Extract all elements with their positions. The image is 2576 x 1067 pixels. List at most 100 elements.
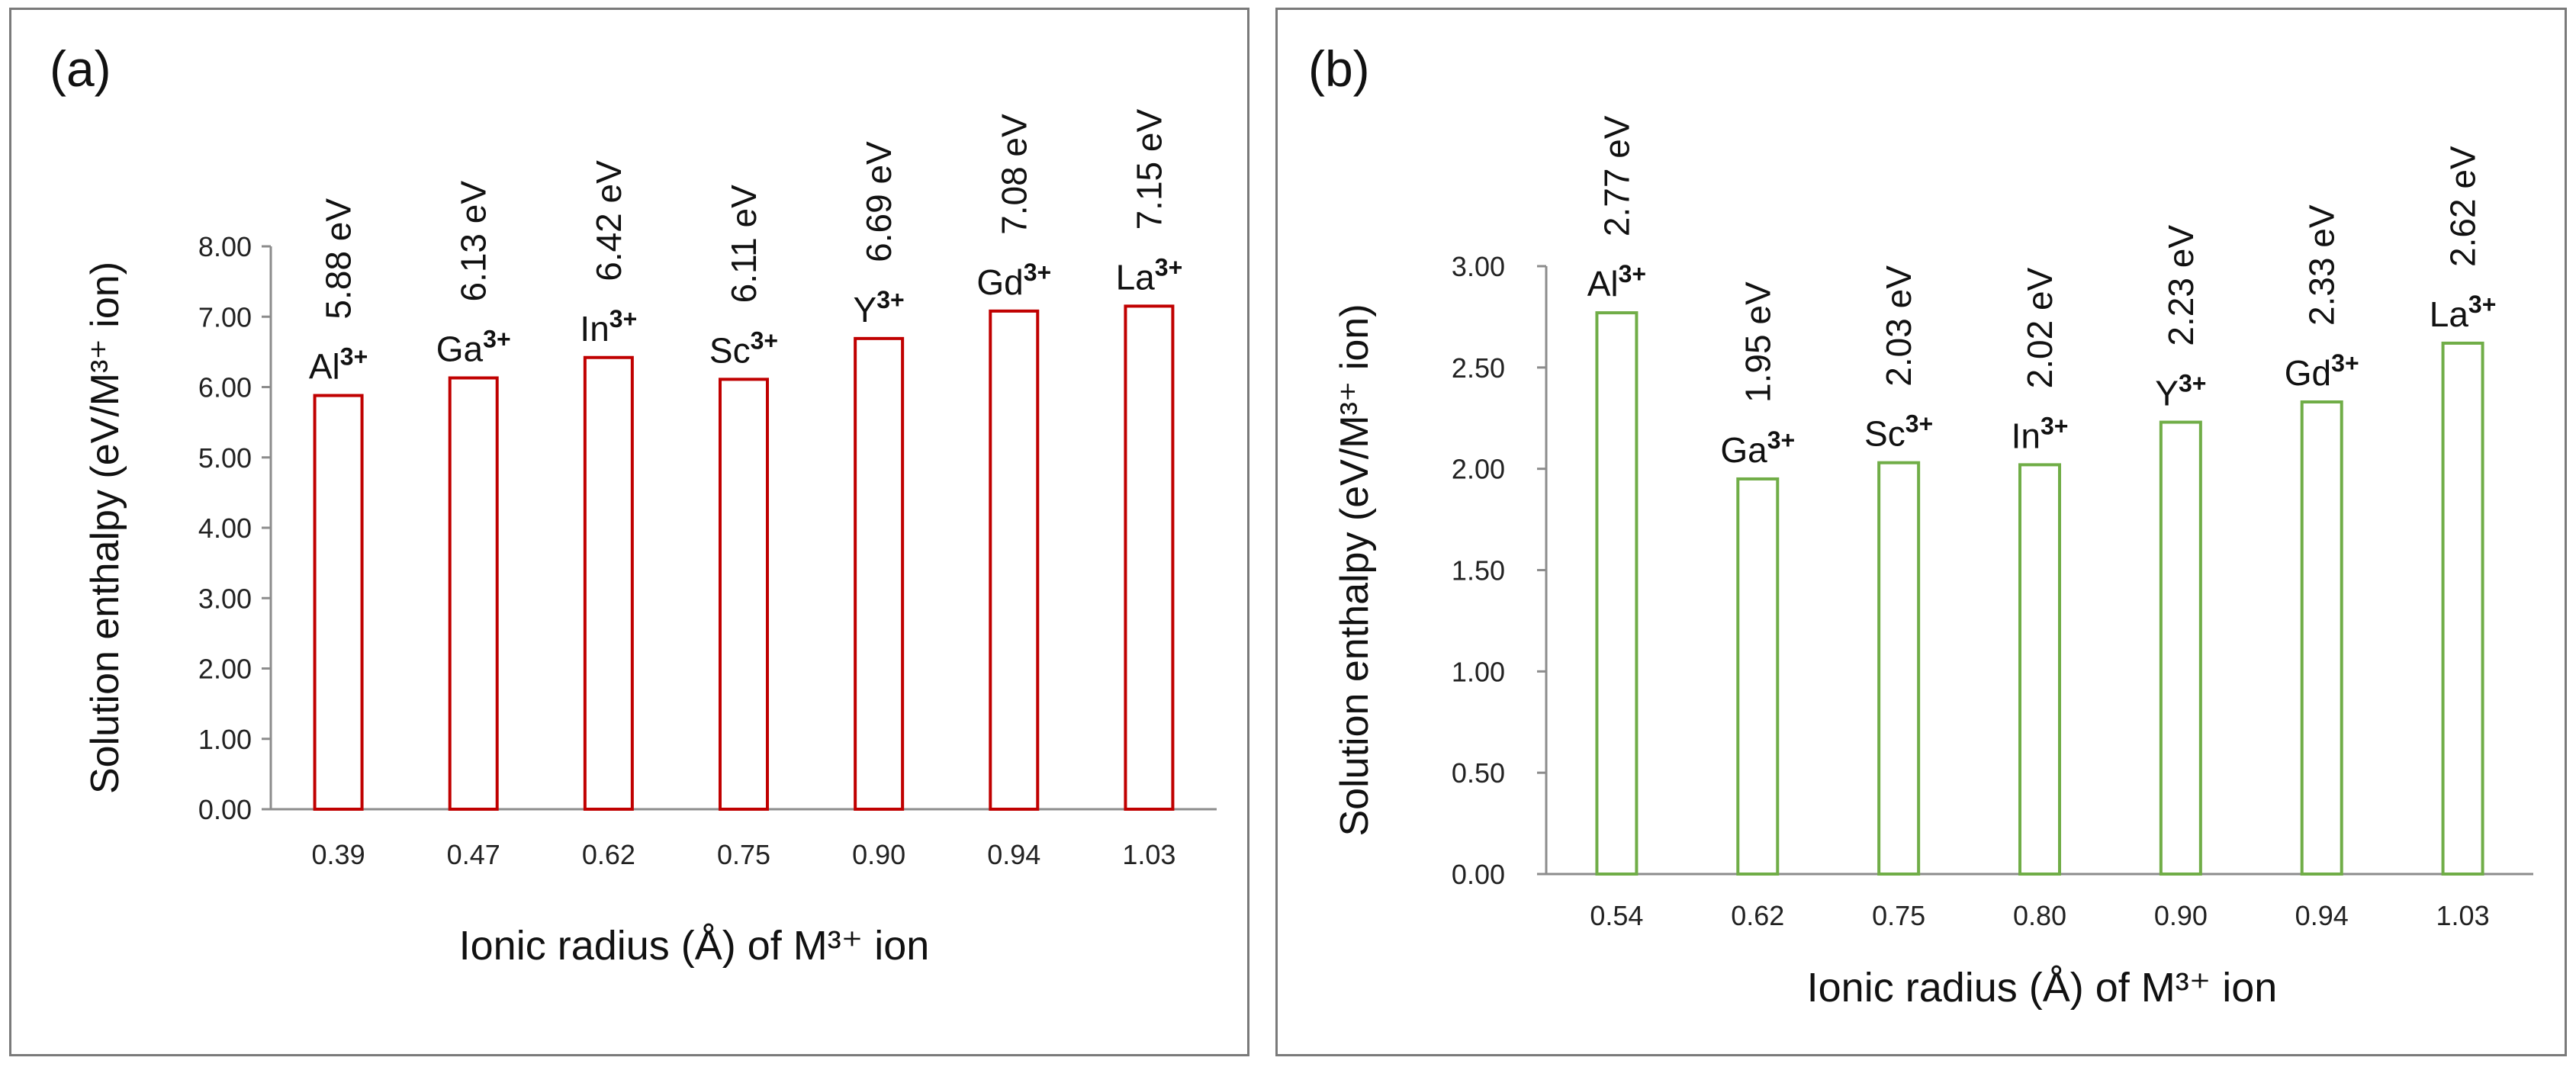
- y-tick-label: 7.00: [198, 301, 252, 333]
- y-axis-label: Solution enthalpy (eV/M³⁺ ion): [1333, 304, 1377, 836]
- x-tick-label: 0.47: [447, 839, 500, 870]
- panel-label: (a): [50, 40, 111, 97]
- y-axis-label: Solution enthalpy (eV/M³⁺ ion): [83, 262, 127, 794]
- bar: [854, 336, 905, 811]
- ion-charge: 3+: [1905, 410, 1933, 438]
- y-tick-label: 6.00: [198, 372, 252, 403]
- ion-charge: 3+: [2331, 349, 2359, 377]
- x-axis-label: Ionic radius (Å) of M³⁺ ion: [459, 923, 930, 969]
- x-tick-label: 0.90: [852, 839, 905, 870]
- ion-label: Al3+: [1587, 260, 1646, 304]
- ion-label: La3+: [1116, 253, 1183, 297]
- ion-charge: 3+: [2468, 291, 2496, 318]
- ion-label: Gd3+: [976, 259, 1051, 302]
- x-tick-label: 0.54: [1590, 900, 1643, 931]
- ion-label: Ga3+: [1720, 426, 1795, 470]
- ion-charge: 3+: [340, 343, 368, 371]
- ion-label: Ga3+: [436, 326, 511, 369]
- ion-charge: 3+: [1155, 253, 1182, 281]
- ion-charge: 3+: [1767, 426, 1795, 454]
- ion-symbol: In: [2012, 416, 2041, 455]
- bar: [1736, 477, 1780, 876]
- value-label: 1.95 eV: [1738, 281, 1777, 403]
- bar: [1877, 461, 1921, 876]
- x-tick-label: 0.75: [1872, 900, 1925, 931]
- value-label: 2.33 eV: [2302, 204, 2342, 326]
- bar: [313, 394, 364, 811]
- ion-charge: 3+: [2041, 412, 2068, 439]
- ion-label: Sc3+: [709, 326, 778, 370]
- ion-charge: 3+: [609, 305, 637, 333]
- x-tick-label: 0.90: [2154, 900, 2208, 931]
- bar: [2441, 341, 2484, 876]
- ion-symbol: Gd: [2285, 353, 2331, 393]
- value-label: 2.23 eV: [2161, 225, 2201, 346]
- y-tick-label: 1.00: [198, 724, 252, 755]
- value-label: 2.77 eV: [1597, 115, 1636, 236]
- ion-charge: 3+: [2179, 370, 2206, 397]
- bar: [719, 378, 769, 811]
- x-tick-label: 0.94: [2295, 900, 2349, 931]
- ion-label: Y3+: [854, 286, 905, 329]
- ion-symbol: La: [1116, 257, 1156, 297]
- ion-label: In3+: [580, 305, 637, 349]
- ion-symbol: In: [580, 309, 609, 349]
- ion-charge: 3+: [751, 326, 778, 354]
- chart-a-svg: (a) 0.00 1.00 2.00 3.00 4.00 5.00 6.00 7.00 8.00 S…: [50, 40, 1217, 969]
- ion-label: La3+: [2430, 291, 2497, 334]
- ion-label: In3+: [2012, 412, 2069, 455]
- bar: [1595, 311, 1639, 876]
- ion-symbol: Ga: [436, 329, 484, 369]
- ion-symbol: Ga: [1720, 430, 1767, 470]
- y-tick-label: 1.50: [1452, 555, 1505, 587]
- y-tick-label: 0.00: [198, 794, 252, 825]
- bar: [2018, 463, 2061, 876]
- ion-symbol: Al: [1587, 264, 1619, 304]
- ion-symbol: Al: [309, 347, 340, 387]
- bar: [2300, 400, 2343, 876]
- bar: [2159, 420, 2202, 876]
- value-label: 5.88 eV: [319, 198, 359, 320]
- value-label: 2.03 eV: [1879, 265, 1918, 387]
- y-tick-label: 8.00: [198, 231, 252, 262]
- y-tick-label: 5.00: [198, 442, 252, 474]
- y-tick-label: 4.00: [198, 513, 252, 544]
- ion-charge: 3+: [1619, 260, 1646, 288]
- value-label: 2.62 eV: [2443, 146, 2483, 267]
- value-label: 6.13 eV: [454, 181, 494, 302]
- ion-symbol: Sc: [1864, 414, 1905, 454]
- value-label: 6.42 eV: [589, 160, 629, 281]
- y-tick-label: 0.00: [1452, 859, 1505, 890]
- value-label: 7.15 eV: [1129, 109, 1169, 230]
- chart-panel-b: (b) 0.00 0.50 1.00 1.50 2.00 2.50 3.00 Solution …: [1275, 8, 2567, 1056]
- chart-b-svg: (b) 0.00 0.50 1.00 1.50 2.00 2.50 3.00 Solution …: [1308, 40, 2533, 1011]
- ion-label: Sc3+: [1864, 410, 1933, 454]
- x-tick-label: 0.80: [2013, 900, 2066, 931]
- y-tick-label: 3.00: [1452, 251, 1505, 282]
- chart-panel-a: (a) 0.00 1.00 2.00 3.00 4.00 5.00 6.00 7.00 8.00 S…: [9, 8, 1249, 1056]
- ion-label: Al3+: [309, 343, 368, 387]
- y-tick-label: 1.00: [1452, 656, 1505, 687]
- value-label: 6.11 eV: [724, 185, 764, 303]
- value-label: 2.02 eV: [2020, 267, 2060, 388]
- x-tick-label: 0.62: [1731, 900, 1784, 931]
- x-tick-label: 0.62: [582, 839, 635, 870]
- bar: [1124, 304, 1175, 811]
- ion-symbol: La: [2430, 294, 2469, 334]
- ion-charge: 3+: [876, 286, 904, 313]
- bar: [448, 376, 499, 811]
- x-tick-label: 1.03: [2436, 900, 2490, 931]
- ion-symbol: Gd: [976, 262, 1023, 302]
- ion-charge: 3+: [1024, 259, 1051, 286]
- panel-label: (b): [1308, 40, 1370, 97]
- ion-charge: 3+: [483, 326, 510, 353]
- value-label: 7.08 eV: [994, 114, 1034, 235]
- y-tick-label: 0.50: [1452, 757, 1505, 789]
- ion-symbol: Sc: [709, 330, 751, 370]
- y-tick-label: 2.00: [198, 654, 252, 685]
- y-tick-label: 3.00: [198, 583, 252, 614]
- x-tick-label: 0.94: [987, 839, 1040, 870]
- x-axis-label: Ionic radius (Å) of M³⁺ ion: [1807, 965, 2278, 1011]
- y-tick-label: 2.50: [1452, 352, 1505, 384]
- value-label: 6.69 eV: [859, 141, 899, 262]
